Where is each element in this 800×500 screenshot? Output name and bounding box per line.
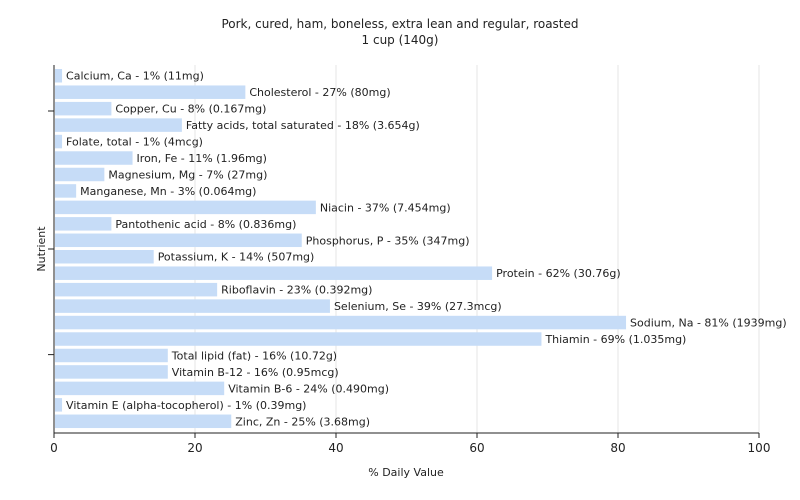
bar <box>55 184 77 198</box>
x-tick-label: 80 <box>610 441 625 455</box>
chart-title: Pork, cured, ham, boneless, extra lean a… <box>0 16 800 48</box>
bar-label: Phosphorus, P - 35% (347mg) <box>306 234 470 247</box>
bar-label: Vitamin B-6 - 24% (0.490mg) <box>228 382 389 395</box>
x-tick-label: 40 <box>328 441 343 455</box>
bar <box>55 282 218 297</box>
bar-label: Fatty acids, total saturated - 18% (3.65… <box>186 119 420 132</box>
bar <box>55 167 105 182</box>
bar-label: Vitamin B-12 - 16% (0.95mcg) <box>172 366 339 379</box>
gridlines <box>194 65 760 433</box>
bar-label: Magnesium, Mg - 7% (27mg) <box>108 168 267 181</box>
bar-label: Protein - 62% (30.76g) <box>496 267 621 280</box>
bar-label: Copper, Cu - 8% (0.167mg) <box>115 103 266 116</box>
bar-label: Cholesterol - 27% (80mg) <box>249 86 390 99</box>
bar <box>55 85 246 99</box>
bar-label: Folate, total - 1% (4mcg) <box>66 136 203 149</box>
bar-label: Thiamin - 69% (1.035mg) <box>544 333 686 346</box>
bar <box>55 381 225 396</box>
bar-label: Potassium, K - 14% (507mg) <box>158 251 315 264</box>
bar-label: Iron, Fe - 11% (1.96mg) <box>137 152 267 165</box>
bar <box>55 332 542 346</box>
bar <box>55 217 112 231</box>
bar <box>55 414 232 429</box>
bar-label: Niacin - 37% (7.454mg) <box>320 201 451 214</box>
x-tick-label: 0 <box>50 441 58 455</box>
bar-label: Calcium, Ca - 1% (11mg) <box>66 70 204 83</box>
bar <box>55 134 63 149</box>
bar <box>55 266 493 280</box>
x-tick-label: 60 <box>469 441 484 455</box>
bar-label: Pantothenic acid - 8% (0.836mg) <box>115 218 296 231</box>
bar-label: Sodium, Na - 81% (1939mg) <box>630 317 787 330</box>
bar-label: Vitamin E (alpha-tocopherol) - 1% (0.39m… <box>66 399 306 412</box>
x-tick-label: 20 <box>187 441 202 455</box>
bar <box>55 151 133 165</box>
bar-label: Zinc, Zn - 25% (3.68mg) <box>235 415 370 428</box>
bar-label: Riboflavin - 23% (0.392mg) <box>221 284 372 297</box>
bar <box>55 118 182 132</box>
axes: 0 20 40 60 80 100 <box>48 65 770 455</box>
bar <box>55 233 302 248</box>
bar-label: Total lipid (fat) - 16% (10.72g) <box>171 349 337 362</box>
bar <box>55 315 627 330</box>
bar <box>55 365 168 379</box>
bar <box>55 250 154 264</box>
y-axis-title: Nutrient <box>35 226 48 272</box>
bar-label: Selenium, Se - 39% (27.3mcg) <box>334 300 502 313</box>
chart-title-main: Pork, cured, ham, boneless, extra lean a… <box>221 17 579 31</box>
bar <box>55 398 63 412</box>
chart-subtitle: 1 cup (140g) <box>361 33 439 47</box>
bar <box>55 299 330 313</box>
bar <box>55 348 168 363</box>
bars: Calcium, Ca - 1% (11mg) Cholesterol - 27%… <box>55 69 787 428</box>
bar <box>55 101 112 116</box>
x-axis-title: % Daily Value <box>368 466 444 479</box>
x-tick-label: 100 <box>748 441 771 455</box>
bar-label: Manganese, Mn - 3% (0.064mg) <box>80 185 256 198</box>
bar <box>55 69 63 83</box>
bar <box>55 200 316 215</box>
